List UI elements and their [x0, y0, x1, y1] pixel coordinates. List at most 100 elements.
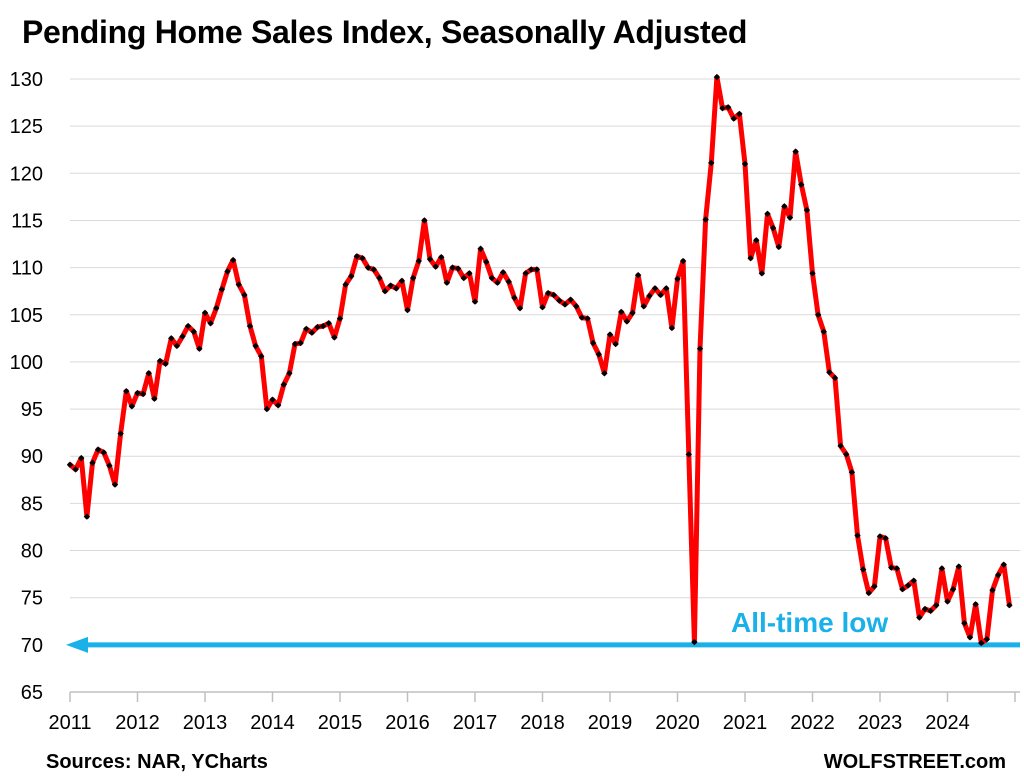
y-tick-label: 100: [10, 352, 43, 374]
data-point: [668, 324, 676, 332]
data-point: [229, 256, 237, 264]
data-point: [505, 278, 512, 285]
data-point: [196, 345, 203, 352]
x-tick-label: 2013: [183, 712, 228, 734]
data-point: [747, 254, 754, 262]
y-tick-label: 110: [11, 258, 43, 280]
data-point: [623, 318, 631, 325]
data-point: [798, 181, 805, 188]
data-point: [786, 214, 794, 221]
x-tick-label: 2023: [858, 712, 903, 734]
data-point: [342, 281, 349, 288]
data-point: [443, 279, 451, 286]
data-point: [612, 340, 619, 348]
data-point: [651, 285, 659, 292]
data-point: [713, 73, 721, 81]
data-point: [781, 203, 788, 210]
data-point: [809, 270, 816, 277]
all-time-low-label: All-time low: [731, 607, 888, 638]
data-point: [207, 320, 214, 327]
data-point: [269, 396, 276, 403]
data-point: [426, 255, 434, 263]
y-axis-tick-labels: 65 70 75 80 85 90 95 100 105 110 115 120 125 130: [10, 69, 43, 704]
data-point: [252, 342, 259, 350]
data-point: [724, 104, 732, 111]
data-point: [882, 535, 889, 542]
data-point: [528, 266, 535, 273]
data-point: [291, 340, 299, 348]
data-point: [1000, 561, 1007, 568]
x-tick-label: 2021: [723, 712, 768, 734]
data-point: [916, 614, 923, 621]
annotation-group: All-time low: [66, 607, 1020, 653]
data-point: [516, 304, 524, 312]
data-point: [550, 291, 557, 299]
data-point: [454, 265, 462, 272]
data-point: [831, 374, 839, 382]
data-point: [123, 387, 130, 395]
data-point: [595, 351, 602, 358]
data-point: [708, 159, 715, 167]
data-point: [719, 105, 726, 112]
x-tick-label: 2012: [115, 712, 160, 734]
data-point: [66, 461, 74, 468]
y-tick-label: 95: [21, 399, 43, 421]
data-point: [629, 309, 636, 317]
data-point: [404, 306, 411, 314]
data-point: [522, 270, 529, 277]
data-point: [336, 315, 344, 322]
data-point: [859, 566, 867, 573]
x-tick-label: 2016: [385, 712, 430, 734]
data-point: [224, 268, 231, 275]
data-point: [775, 243, 782, 251]
y-tick-label: 70: [21, 635, 43, 657]
data-point: [89, 459, 96, 467]
data-point: [758, 270, 766, 277]
data-point: [606, 331, 614, 338]
data-point: [151, 395, 158, 402]
data-point: [134, 389, 141, 397]
data-point: [646, 292, 653, 300]
data-point: [83, 513, 91, 520]
y-tick-label: 125: [10, 116, 43, 138]
data-point: [139, 390, 147, 398]
data-point: [702, 216, 709, 223]
data-point: [72, 466, 79, 473]
data-point: [972, 601, 979, 608]
data-point: [904, 582, 912, 589]
data-point: [696, 345, 704, 352]
data-point: [364, 264, 372, 271]
data-point: [792, 148, 799, 155]
x-tick-label: 2019: [588, 712, 633, 734]
data-point: [168, 335, 175, 342]
data-point: [601, 370, 608, 377]
data-point: [117, 430, 124, 437]
data-point: [100, 449, 107, 456]
data-point: [190, 328, 197, 335]
data-point: [162, 360, 169, 368]
data-point: [308, 329, 316, 336]
data-point: [876, 533, 884, 540]
data-point: [179, 333, 186, 340]
data-point: [235, 281, 242, 288]
data-point: [741, 160, 749, 168]
data-point: [966, 634, 974, 641]
data-point: [764, 210, 771, 218]
data-point: [769, 224, 777, 232]
data-point: [319, 322, 327, 330]
data-point: [471, 298, 479, 305]
data-point: [376, 274, 383, 282]
data-point: [263, 405, 271, 413]
data-point: [736, 110, 743, 118]
y-tick-label: 85: [21, 493, 43, 515]
data-point: [561, 301, 569, 308]
data-point: [871, 583, 878, 590]
data-point: [466, 270, 473, 277]
data-point: [449, 264, 456, 271]
data-point: [488, 274, 496, 282]
brand-watermark: WOLFSTREET.com: [823, 751, 1006, 773]
y-tick-label: 120: [10, 163, 43, 185]
data-point: [927, 607, 934, 615]
data-point: [511, 294, 518, 301]
data-point: [432, 263, 439, 270]
